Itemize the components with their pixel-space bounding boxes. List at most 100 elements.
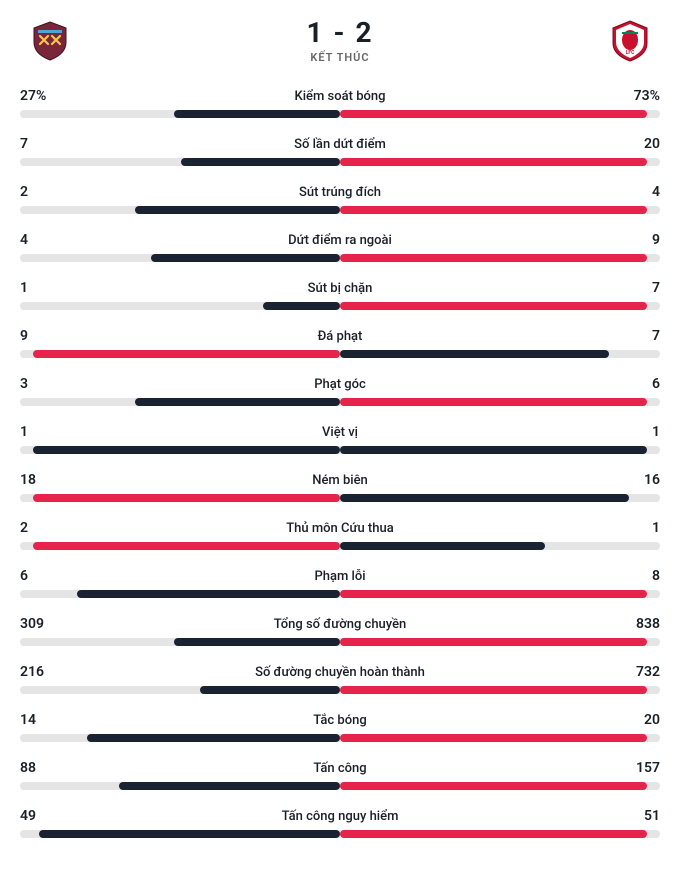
stat-bar-away: [340, 782, 647, 790]
stat-home-value: 2: [20, 520, 60, 536]
stat-away-value: 20: [620, 712, 660, 728]
stat-row: 14 Tắc bóng 20: [20, 712, 660, 742]
stat-bar-home: [151, 254, 340, 262]
stat-bar-away: [340, 494, 629, 502]
stat-row: 1 Việt vị 1: [20, 424, 660, 454]
stat-bar-track: [20, 782, 660, 790]
stat-bar-track: [20, 638, 660, 646]
stat-row: 18 Ném biên 16: [20, 472, 660, 502]
stat-home-value: 27%: [20, 88, 60, 104]
stat-header: 49 Tấn công nguy hiểm 51: [20, 808, 660, 824]
stat-away-value: 1: [620, 424, 660, 440]
stat-bar-home: [87, 734, 340, 742]
stat-header: 6 Phạm lỗi 8: [20, 568, 660, 584]
stat-bar-away: [340, 734, 647, 742]
stat-header: 2 Thủ môn Cứu thua 1: [20, 520, 660, 536]
stat-label: Tổng số đường chuyền: [60, 617, 620, 632]
stat-bar-home: [33, 446, 340, 454]
stat-header: 1 Việt vị 1: [20, 424, 660, 440]
stat-bar-away: [340, 686, 647, 694]
stat-bar-home: [263, 302, 340, 310]
match-status: KẾT THÚC: [306, 51, 373, 64]
stat-label: Đá phạt: [60, 329, 620, 344]
stat-bar-track: [20, 734, 660, 742]
stat-label: Dứt điểm ra ngoài: [60, 233, 620, 248]
stat-home-value: 18: [20, 472, 60, 488]
stat-home-value: 6: [20, 568, 60, 584]
match-header: 1 - 2 KẾT THÚC LFC: [20, 16, 660, 64]
stat-bar-home: [174, 638, 340, 646]
score-block: 1 - 2 KẾT THÚC: [306, 16, 373, 64]
stat-header: 309 Tổng số đường chuyền 838: [20, 616, 660, 632]
stat-bar-track: [20, 350, 660, 358]
stat-away-value: 7: [620, 328, 660, 344]
stat-bar-home: [33, 494, 340, 502]
stat-bar-away: [340, 206, 647, 214]
stat-bar-track: [20, 542, 660, 550]
stat-bar-away: [340, 302, 647, 310]
stat-row: 216 Số đường chuyền hoàn thành 732: [20, 664, 660, 694]
stat-row: 9 Đá phạt 7: [20, 328, 660, 358]
stat-bar-home: [135, 398, 340, 406]
score-text: 1 - 2: [306, 16, 373, 49]
stat-row: 6 Phạm lỗi 8: [20, 568, 660, 598]
stat-away-value: 6: [620, 376, 660, 392]
stat-bar-away: [340, 638, 647, 646]
stat-bar-away: [340, 590, 647, 598]
stat-bar-home: [181, 158, 340, 166]
stat-label: Kiểm soát bóng: [60, 89, 620, 104]
stat-row: 2 Sút trúng đích 4: [20, 184, 660, 214]
stat-bar-away: [340, 446, 647, 454]
stat-away-value: 73%: [620, 88, 660, 104]
stat-bar-away: [340, 158, 647, 166]
stat-away-value: 20: [620, 136, 660, 152]
stat-bar-home: [39, 830, 340, 838]
stat-away-value: 732: [620, 664, 660, 680]
stat-bar-track: [20, 494, 660, 502]
stat-row: 7 Số lần dứt điểm 20: [20, 136, 660, 166]
stat-home-value: 3: [20, 376, 60, 392]
stat-header: 14 Tắc bóng 20: [20, 712, 660, 728]
stat-bar-home: [135, 206, 340, 214]
stats-list: 27% Kiểm soát bóng 73% 7 Số lần dứt điểm…: [20, 88, 660, 838]
stat-label: Ném biên: [60, 473, 620, 488]
stat-bar-away: [340, 350, 609, 358]
stat-away-value: 16: [620, 472, 660, 488]
stat-bar-track: [20, 206, 660, 214]
stat-row: 2 Thủ môn Cứu thua 1: [20, 520, 660, 550]
stat-bar-track: [20, 830, 660, 838]
stat-bar-home: [119, 782, 340, 790]
stat-home-value: 4: [20, 232, 60, 248]
stat-header: 88 Tấn công 157: [20, 760, 660, 776]
stat-bar-away: [340, 398, 647, 406]
stat-bar-away: [340, 254, 647, 262]
stat-home-value: 7: [20, 136, 60, 152]
stat-label: Phạt góc: [60, 377, 620, 392]
stat-away-value: 51: [620, 808, 660, 824]
stat-header: 4 Dứt điểm ra ngoài 9: [20, 232, 660, 248]
stat-away-value: 4: [620, 184, 660, 200]
stat-label: Số đường chuyền hoàn thành: [60, 665, 620, 680]
stat-bar-track: [20, 398, 660, 406]
stat-home-value: 88: [20, 760, 60, 776]
stat-header: 216 Số đường chuyền hoàn thành 732: [20, 664, 660, 680]
away-crest-icon: LFC: [606, 16, 654, 64]
stat-header: 2 Sút trúng đích 4: [20, 184, 660, 200]
stat-bar-track: [20, 158, 660, 166]
stat-label: Tắc bóng: [60, 713, 620, 728]
stat-away-value: 7: [620, 280, 660, 296]
stat-label: Sút trúng đích: [60, 185, 620, 200]
stat-header: 18 Ném biên 16: [20, 472, 660, 488]
stat-bar-track: [20, 110, 660, 118]
stat-home-value: 49: [20, 808, 60, 824]
stat-bar-home: [77, 590, 340, 598]
stat-row: 1 Sút bị chặn 7: [20, 280, 660, 310]
stat-bar-away: [340, 542, 545, 550]
stat-label: Tấn công nguy hiểm: [60, 809, 620, 824]
stat-header: 3 Phạt góc 6: [20, 376, 660, 392]
stat-label: Thủ môn Cứu thua: [60, 521, 620, 536]
stat-away-value: 8: [620, 568, 660, 584]
stat-bar-home: [200, 686, 340, 694]
stat-bar-track: [20, 686, 660, 694]
stat-home-value: 14: [20, 712, 60, 728]
